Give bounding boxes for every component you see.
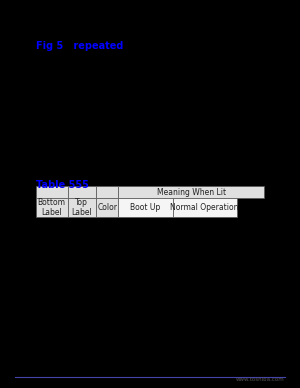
Bar <box>118 186 264 198</box>
Bar <box>96 198 118 217</box>
Bar <box>68 186 96 198</box>
Bar <box>68 198 96 217</box>
Text: Normal Operation: Normal Operation <box>170 203 239 212</box>
Text: Boot Up: Boot Up <box>130 203 160 212</box>
Text: Color: Color <box>97 203 117 212</box>
Text: Top
Label: Top Label <box>71 198 92 217</box>
Text: Fig 5   repeated: Fig 5 repeated <box>36 41 123 51</box>
Bar <box>36 198 68 217</box>
Bar <box>36 186 68 198</box>
Text: www.toshiba.com: www.toshiba.com <box>236 377 285 382</box>
Bar <box>96 186 118 198</box>
Text: Meaning When Lit: Meaning When Lit <box>157 188 226 197</box>
Text: Bottom
Label: Bottom Label <box>38 198 66 217</box>
Text: Table 555: Table 555 <box>36 180 89 191</box>
Bar <box>172 198 237 217</box>
Bar <box>118 198 172 217</box>
